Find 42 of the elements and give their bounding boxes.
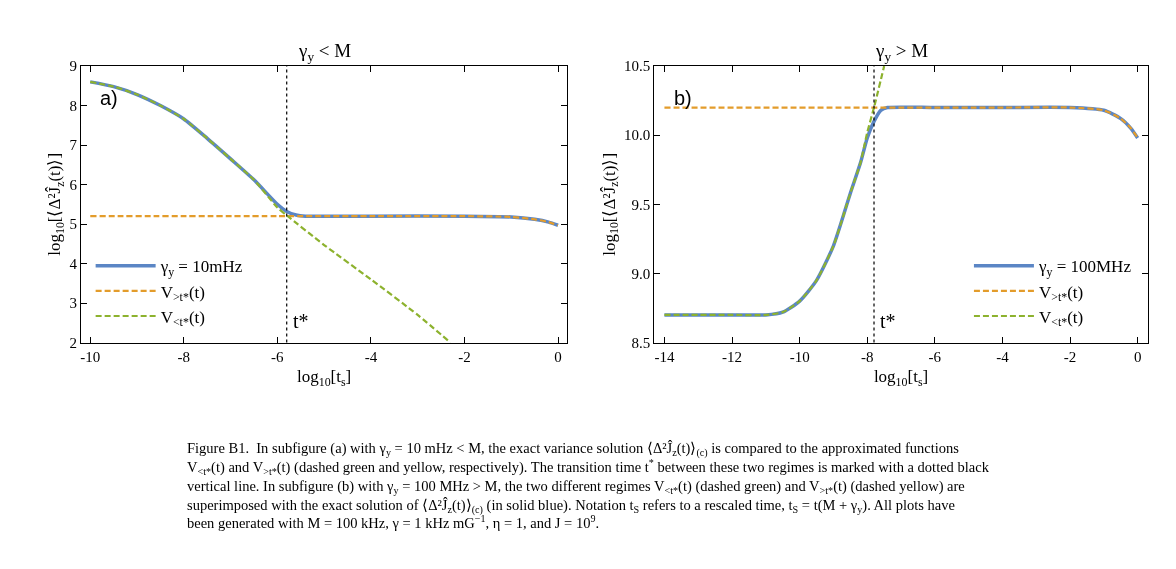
y-tick-label: 9 [69, 58, 77, 75]
y-tick-label: 10.0 [624, 127, 651, 144]
x-tick-label: -4 [364, 348, 378, 365]
y-tick-label: 8.5 [631, 334, 651, 351]
x-tick-label: -6 [271, 348, 285, 365]
ref-line-label: t* [880, 310, 896, 332]
legend-label: V$_{>t*}$(t) [1038, 282, 1084, 305]
y-tick-label: 10.5 [624, 58, 651, 75]
x-axis-title: log$_{10}$[t$_{s}$] [296, 366, 352, 389]
chart-title: γ$_{y}$ > M [875, 40, 929, 64]
ref-line-label: t* [293, 310, 309, 332]
legend-label: γ$_{y}$ = 100MHz [1037, 257, 1132, 280]
x-tick-label: -12 [722, 348, 743, 365]
x-tick-label: -14 [654, 348, 675, 365]
x-tick-label: -4 [996, 348, 1010, 365]
x-axis-title: log$_{10}$[t$_{s}$] [873, 366, 929, 389]
x-tick-label: -8 [861, 348, 874, 365]
y-tick-label: 9.5 [631, 196, 651, 213]
x-tick-label: 0 [1133, 348, 1142, 365]
x-tick-label: 0 [554, 348, 562, 365]
y-tick-label: 4 [69, 255, 78, 272]
annotation: a) [100, 87, 118, 109]
y-tick-label: 9.0 [631, 265, 651, 282]
annotation: b) [674, 87, 692, 109]
y-tick-label: 8 [69, 97, 77, 114]
y-tick-label: 3 [69, 295, 77, 312]
legend-label: γ$_{y}$ = 10mHz [159, 257, 243, 280]
x-tick-label: -2 [1063, 348, 1077, 365]
y-tick-label: 6 [69, 176, 78, 193]
y-tick-label: 5 [69, 216, 77, 233]
chart-title: γ$_{y}$ < M [298, 40, 352, 64]
text: Figure B1. In subfigure (a) with γ$_{y}$ = 10 mHz < M, the exact variance solution ⟨Δ²Ĵ$_{z}$(t)⟩$_{(c)}$ is compared to the approximated functions V$_{<t*}$(t) and V$_{>t*}$(t) (dashed green and yellow, respectively). The transition time t$^{*}$ between these two regimes is marked with a dotted black vertical line. In subfigure (b) with γ$_{y}$ = 100 MHz > M, the two different regimes V$_{<t*}$(t) (dashed green) and V$_{>t*}$(t) (dashed yellow) are superimposed with the exact solution of ⟨Δ²Ĵ$_{z}$(t)⟩$_{(c)}$ (in solid blue). Notation t$_{S}$ refers to a rescaled time, t$_{S}$ = t(M + γ$_{y}$). All plots have been generated with M = 100 kHz, γ = 1 kHz mG$^{−1}$, η = 1, and J = 10$^{9}$. [187, 440, 989, 532]
y-tick-label: 7 [69, 137, 78, 154]
x-tick-label: -8 [177, 348, 191, 365]
x-tick-label: -6 [928, 348, 942, 365]
x-tick-label: -10 [789, 348, 810, 365]
y-tick-label: 2 [69, 334, 77, 351]
legend-label: V$_{>t*}$(t) [160, 282, 205, 305]
x-tick-label: -10 [80, 348, 101, 365]
legend-label: V$_{<t*}$(t) [1038, 307, 1084, 330]
legend-label: V$_{<t*}$(t) [160, 307, 205, 330]
x-tick-label: -2 [458, 348, 471, 365]
